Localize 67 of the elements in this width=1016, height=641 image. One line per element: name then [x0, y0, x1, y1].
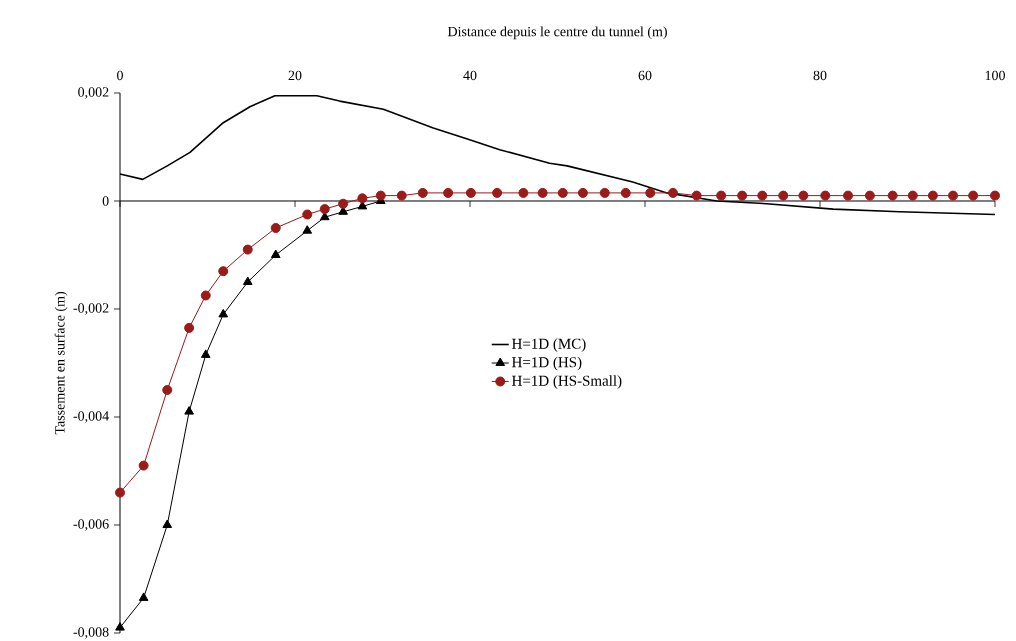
- point: [443, 187, 454, 198]
- point: [270, 223, 281, 233]
- point: [599, 187, 610, 198]
- point: [820, 190, 831, 201]
- point: [319, 204, 330, 215]
- x-tick-label: 60: [638, 70, 652, 81]
- y-tick-label: 0: [102, 196, 109, 206]
- point: [396, 190, 407, 201]
- point: [778, 190, 789, 201]
- legend-label: H=1D (MC): [511, 338, 586, 352]
- point: [184, 406, 194, 415]
- point: [200, 290, 211, 301]
- legend-label: H=1D (HS): [511, 356, 582, 371]
- point: [864, 190, 875, 201]
- point: [557, 187, 568, 198]
- point: [242, 276, 253, 285]
- point: [990, 190, 1001, 201]
- point: [115, 487, 125, 498]
- point: [218, 266, 229, 277]
- x-axis-title: Distance depuis le centre du tunnel (m): [447, 26, 667, 40]
- point: [417, 187, 428, 198]
- legend-label: H=1D (HS-Small): [511, 375, 622, 389]
- point: [757, 190, 768, 201]
- y-tick-label: 0,002: [78, 87, 109, 99]
- point: [338, 198, 349, 209]
- point: [887, 190, 898, 201]
- point: [907, 190, 918, 201]
- x-tick-label: 100: [985, 70, 1005, 81]
- point: [162, 385, 173, 395]
- point: [737, 190, 748, 201]
- point: [843, 190, 854, 201]
- point: [577, 187, 588, 198]
- point: [218, 308, 229, 318]
- point: [492, 187, 503, 198]
- point: [242, 244, 253, 255]
- point: [798, 190, 809, 201]
- y-tick-label: -0,008: [73, 627, 109, 639]
- point: [968, 190, 979, 201]
- point: [620, 187, 631, 198]
- x-tick-label: 0: [117, 70, 123, 81]
- point: [270, 249, 281, 258]
- point: [357, 193, 368, 204]
- point: [927, 190, 938, 201]
- point: [138, 592, 149, 601]
- point: [668, 187, 679, 198]
- point: [645, 187, 656, 198]
- point: [518, 187, 529, 198]
- y-tick-label: -0,004: [73, 411, 109, 423]
- x-tick-label: 80: [813, 70, 827, 81]
- y-tick-label: -0,002: [73, 303, 109, 315]
- point: [716, 190, 727, 201]
- y-tick-label: -0,006: [73, 519, 109, 531]
- point: [115, 622, 125, 631]
- point: [302, 209, 313, 220]
- point: [184, 322, 195, 333]
- point: [375, 190, 386, 201]
- point: [465, 187, 476, 198]
- point: [302, 225, 313, 234]
- point: [200, 349, 211, 358]
- point: [691, 190, 702, 201]
- y-axis-title: Tassement en surface (m): [54, 291, 68, 435]
- point: [138, 460, 149, 471]
- point: [162, 519, 173, 528]
- point: [537, 187, 548, 198]
- x-tick-label: 40: [463, 70, 477, 81]
- point: [948, 190, 959, 201]
- x-tick-label: 20: [288, 70, 302, 81]
